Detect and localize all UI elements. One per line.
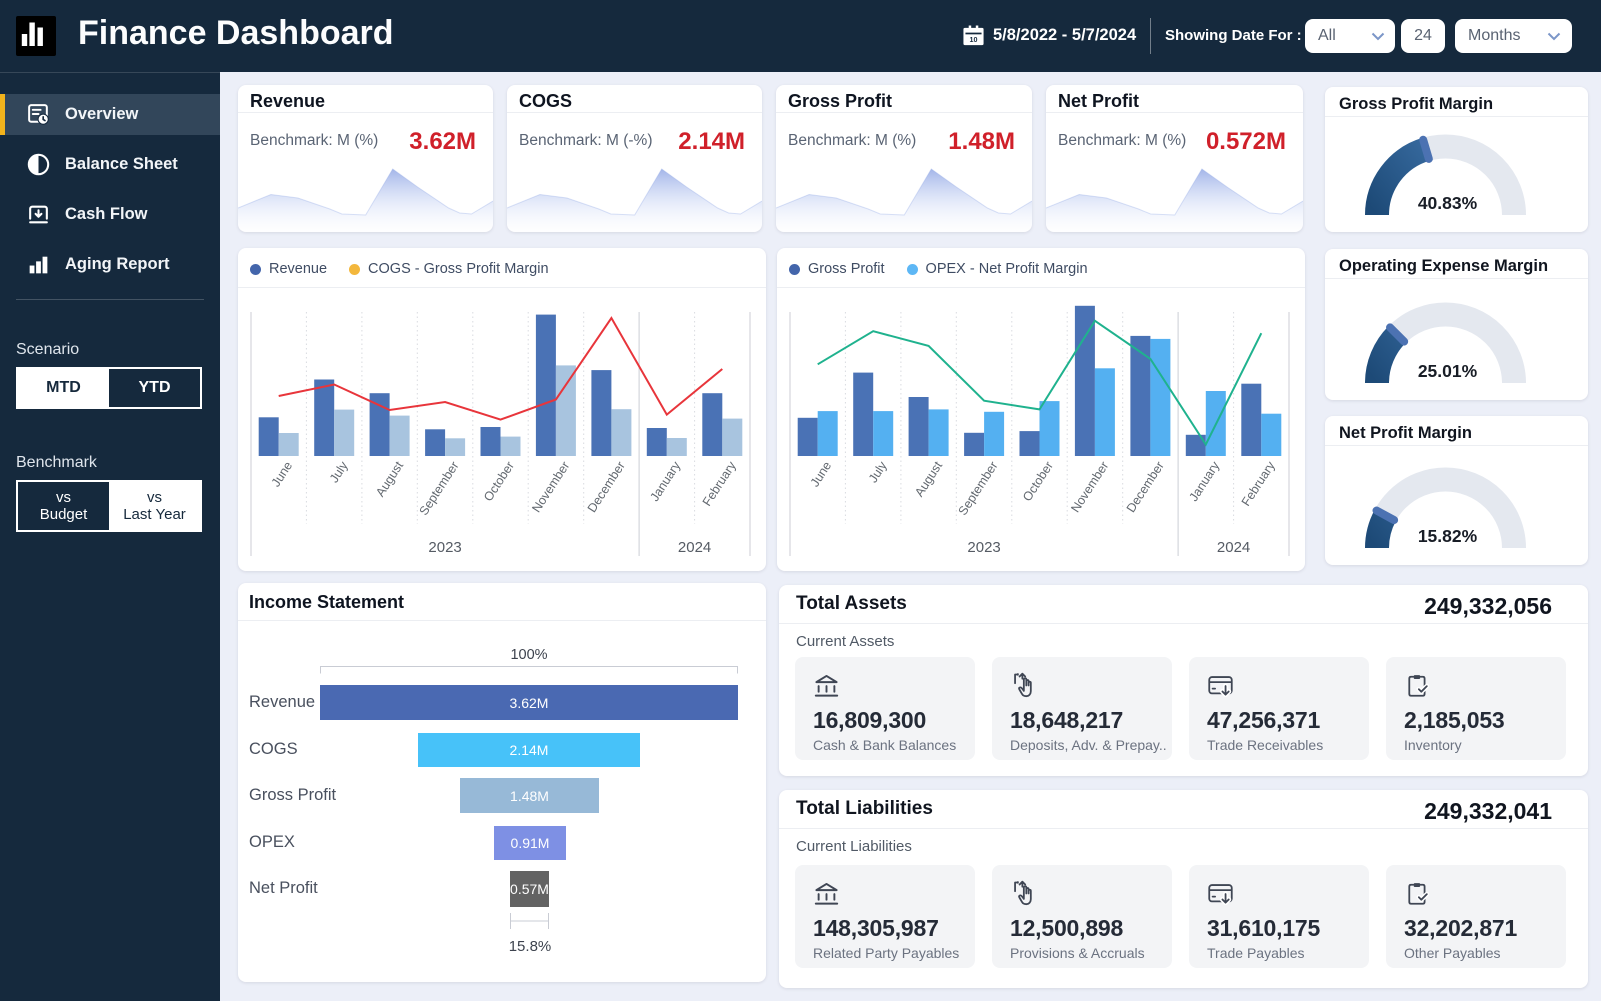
svg-text:November: November (1068, 459, 1111, 515)
svg-text:40.83%: 40.83% (1418, 193, 1478, 213)
svg-text:15.82%: 15.82% (1418, 526, 1478, 546)
svg-text:January: January (647, 458, 683, 504)
svg-text:October: October (1020, 459, 1056, 504)
svg-text:June: June (269, 459, 296, 489)
svg-text:September: September (417, 459, 462, 518)
svg-text:October: October (481, 459, 517, 504)
svg-text:25.01%: 25.01% (1418, 361, 1478, 381)
svg-text:February: February (1239, 458, 1278, 508)
svg-text:August: August (912, 459, 945, 500)
svg-text:August: August (373, 459, 406, 500)
svg-text:July: July (866, 458, 890, 485)
svg-text:February: February (700, 458, 739, 508)
svg-text:June: June (808, 459, 835, 489)
svg-text:January: January (1186, 458, 1222, 504)
svg-text:2024: 2024 (1217, 539, 1250, 556)
svg-text:2023: 2023 (967, 539, 1000, 556)
svg-text:2024: 2024 (678, 539, 711, 556)
svg-text:July: July (327, 458, 351, 485)
svg-text:December: December (585, 459, 628, 515)
svg-text:November: November (529, 459, 572, 515)
svg-text:10: 10 (970, 36, 978, 44)
svg-text:September: September (956, 459, 1001, 518)
svg-text:2023: 2023 (428, 539, 461, 556)
svg-text:December: December (1124, 459, 1167, 515)
